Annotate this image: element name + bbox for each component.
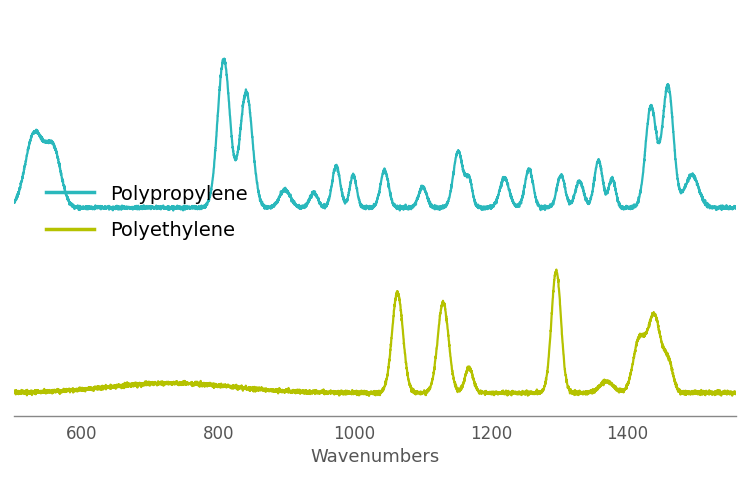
X-axis label: Wavenumbers: Wavenumbers [310, 448, 440, 466]
Legend: Polypropylene, Polyethylene: Polypropylene, Polyethylene [38, 177, 256, 248]
